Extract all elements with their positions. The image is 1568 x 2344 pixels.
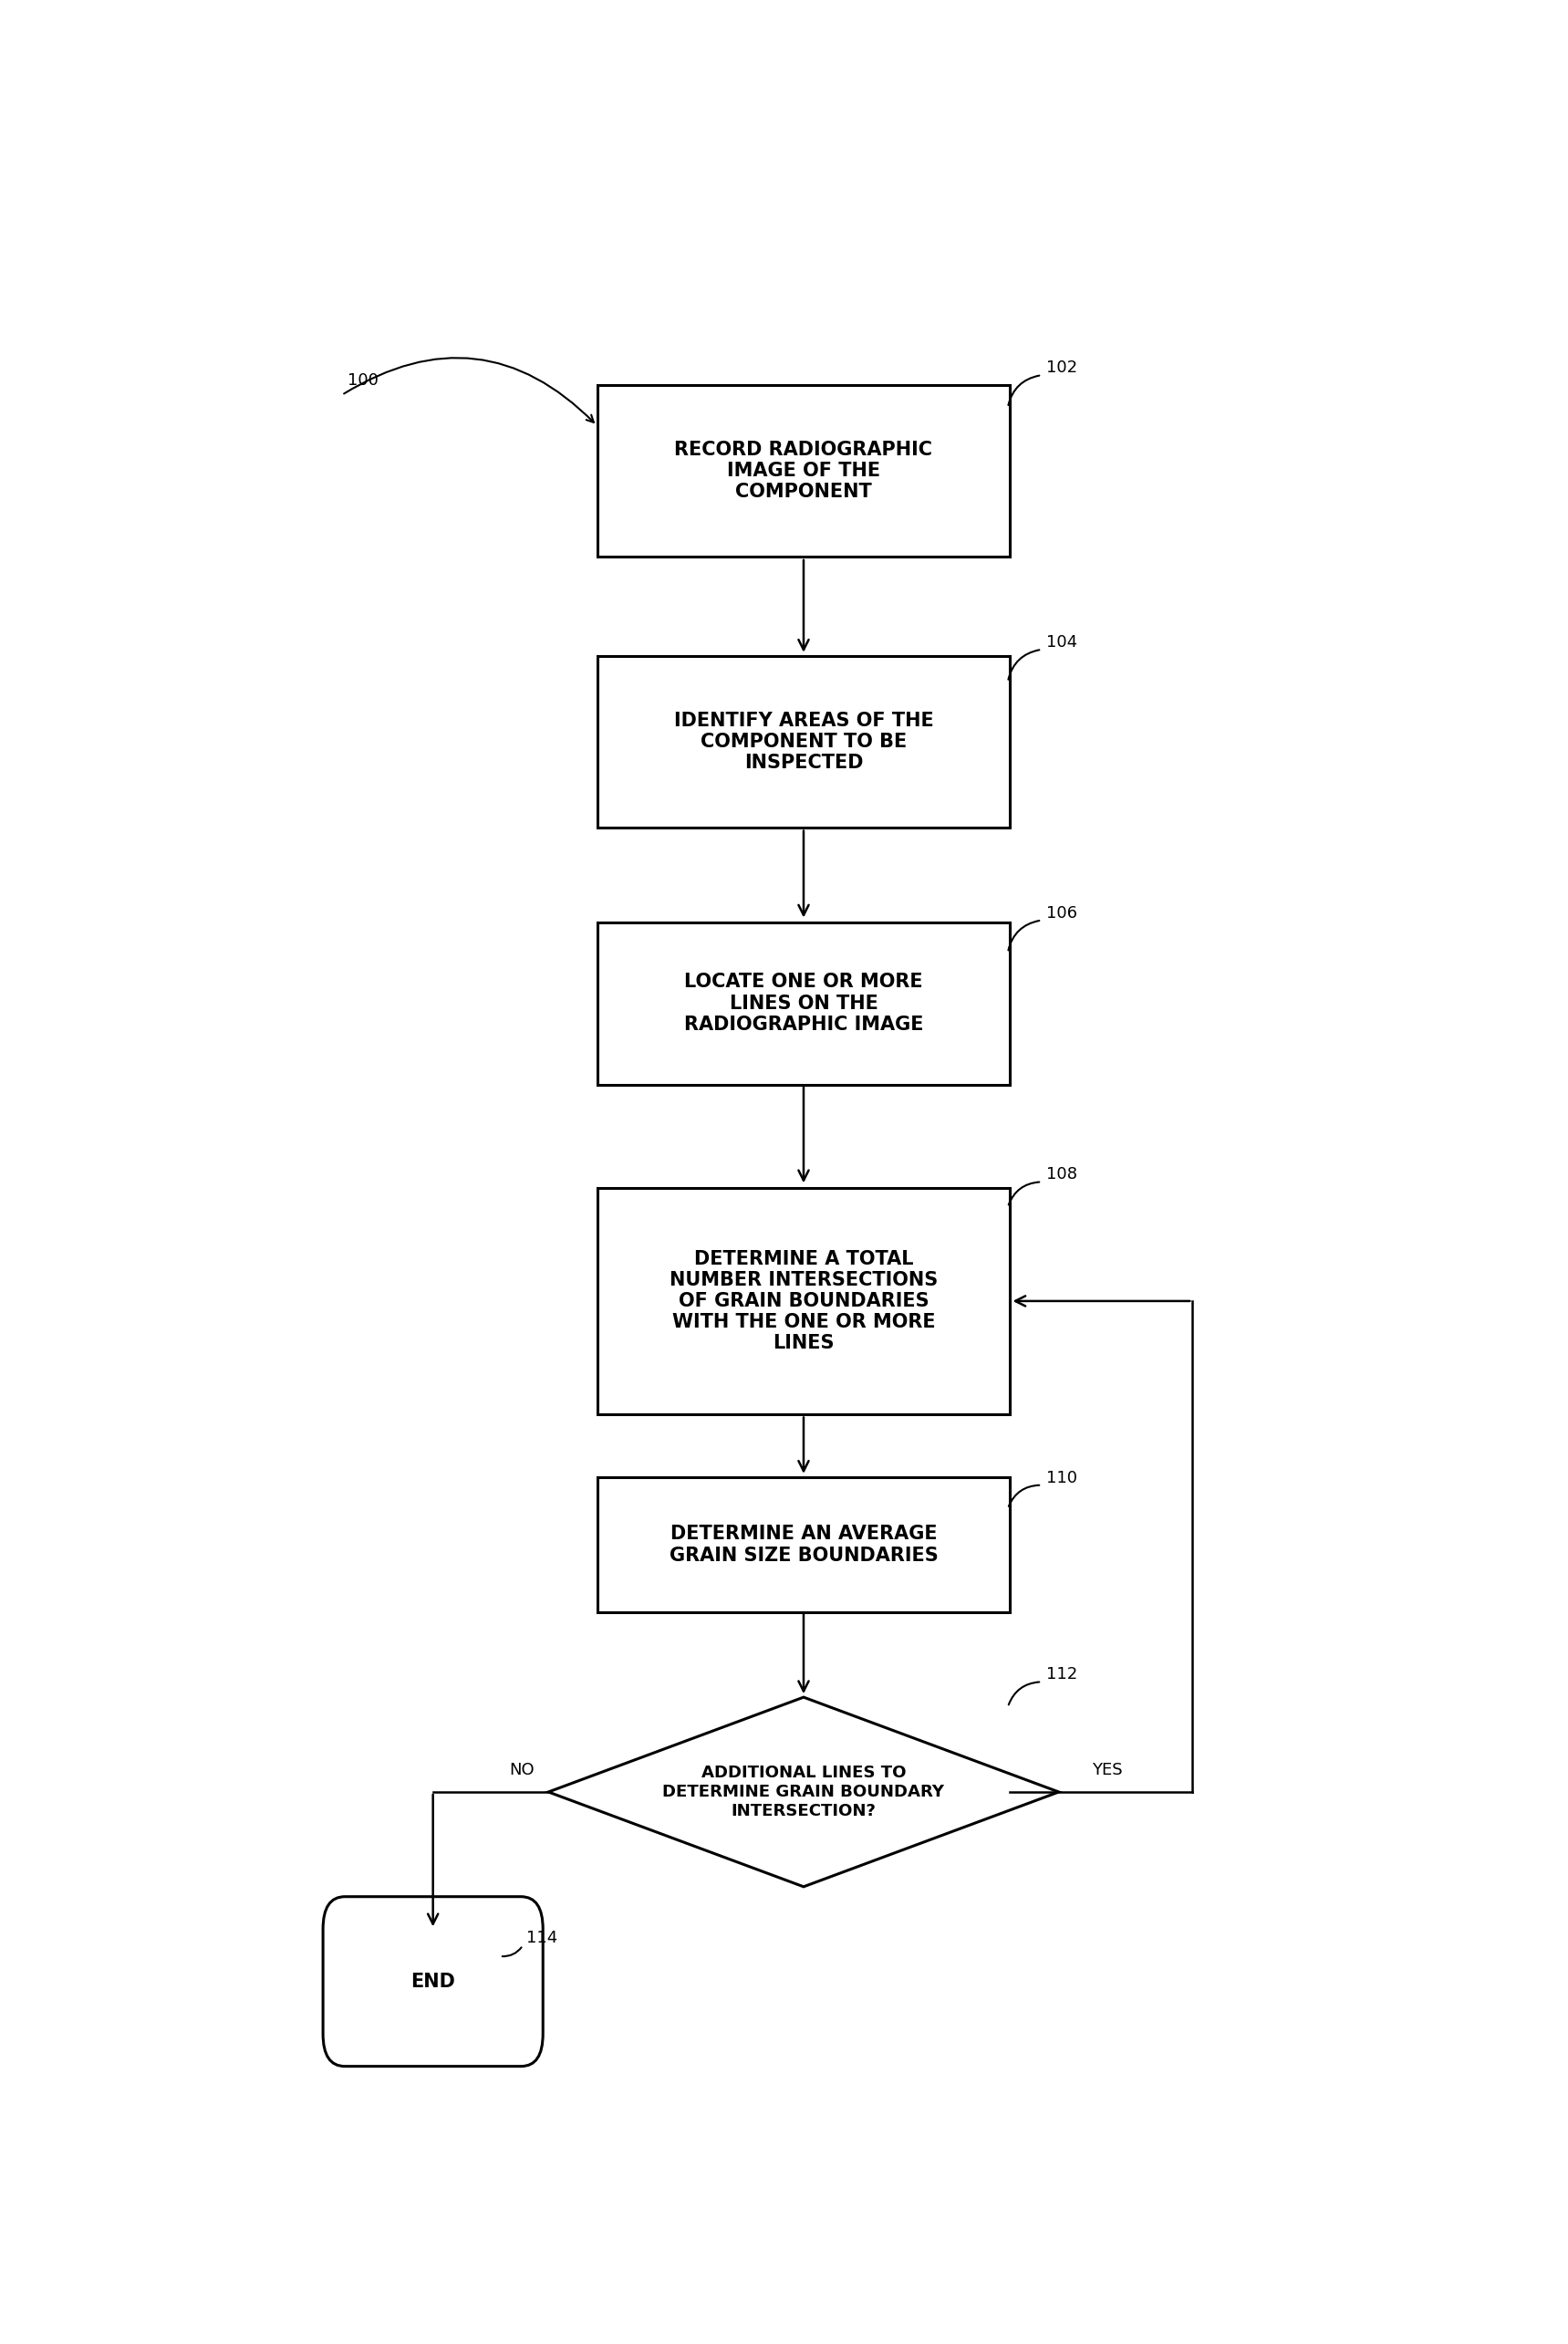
Text: ADDITIONAL LINES TO
DETERMINE GRAIN BOUNDARY
INTERSECTION?: ADDITIONAL LINES TO DETERMINE GRAIN BOUN…: [663, 1765, 944, 1819]
Text: NO: NO: [510, 1763, 535, 1779]
Text: DETERMINE AN AVERAGE
GRAIN SIZE BOUNDARIES: DETERMINE AN AVERAGE GRAIN SIZE BOUNDARI…: [670, 1526, 938, 1563]
Text: 106: 106: [1047, 905, 1077, 921]
Text: DETERMINE A TOTAL
NUMBER INTERSECTIONS
OF GRAIN BOUNDARIES
WITH THE ONE OR MORE
: DETERMINE A TOTAL NUMBER INTERSECTIONS O…: [670, 1249, 938, 1352]
FancyBboxPatch shape: [323, 1896, 543, 2067]
FancyBboxPatch shape: [597, 921, 1010, 1085]
Text: END: END: [411, 1971, 455, 1990]
Text: YES: YES: [1091, 1763, 1123, 1779]
Text: 104: 104: [1047, 633, 1077, 652]
FancyBboxPatch shape: [597, 1477, 1010, 1613]
FancyBboxPatch shape: [597, 1188, 1010, 1413]
Text: IDENTIFY AREAS OF THE
COMPONENT TO BE
INSPECTED: IDENTIFY AREAS OF THE COMPONENT TO BE IN…: [674, 710, 933, 771]
FancyBboxPatch shape: [597, 656, 1010, 827]
Text: 102: 102: [1047, 359, 1077, 375]
Polygon shape: [549, 1697, 1058, 1887]
FancyBboxPatch shape: [597, 384, 1010, 556]
Text: 110: 110: [1047, 1470, 1077, 1486]
Text: 108: 108: [1047, 1167, 1077, 1184]
Text: 114: 114: [527, 1929, 558, 1946]
Text: 112: 112: [1047, 1667, 1077, 1683]
Text: RECORD RADIOGRAPHIC
IMAGE OF THE
COMPONENT: RECORD RADIOGRAPHIC IMAGE OF THE COMPONE…: [674, 441, 933, 502]
Text: LOCATE ONE OR MORE
LINES ON THE
RADIOGRAPHIC IMAGE: LOCATE ONE OR MORE LINES ON THE RADIOGRA…: [684, 973, 924, 1034]
Text: 100: 100: [348, 373, 379, 389]
